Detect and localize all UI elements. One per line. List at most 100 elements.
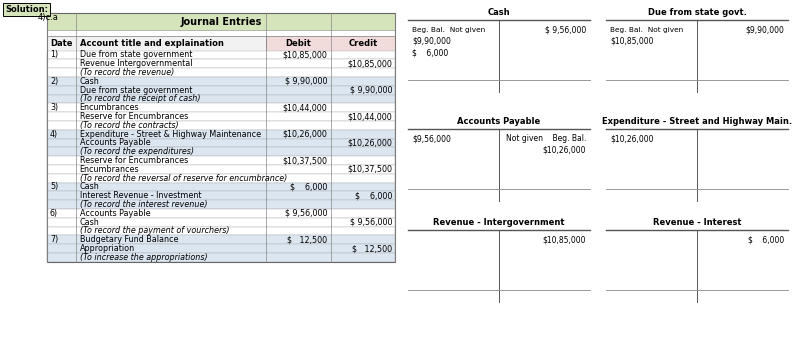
Bar xyxy=(47,253,395,262)
Bar xyxy=(47,13,395,262)
Text: 2): 2) xyxy=(50,77,58,86)
Text: Debit: Debit xyxy=(286,39,311,48)
Text: 7): 7) xyxy=(50,235,58,244)
Text: Credit: Credit xyxy=(348,39,378,48)
Text: (To record the payment of vourchers): (To record the payment of vourchers) xyxy=(79,226,229,235)
Text: $ 9,56,000: $ 9,56,000 xyxy=(350,218,392,227)
Text: $10,44,000: $10,44,000 xyxy=(283,103,328,112)
Text: $10,26,000: $10,26,000 xyxy=(347,138,392,147)
Text: Cash: Cash xyxy=(79,77,99,86)
Text: $ 9,56,000: $ 9,56,000 xyxy=(285,209,328,218)
Text: 4): 4) xyxy=(50,130,58,138)
Bar xyxy=(47,191,395,200)
Text: 1): 1) xyxy=(50,50,58,59)
Text: Cash: Cash xyxy=(79,182,99,191)
Text: Reserve for Encumbrances: Reserve for Encumbrances xyxy=(79,112,188,121)
Text: (To record the expenditures): (To record the expenditures) xyxy=(79,147,194,156)
Text: Beg. Bal.  Not given: Beg. Bal. Not given xyxy=(610,27,683,32)
Text: Date: Date xyxy=(50,39,73,48)
Text: Accounts Payable: Accounts Payable xyxy=(79,138,150,147)
Text: Due from state government: Due from state government xyxy=(79,86,192,94)
Bar xyxy=(47,182,395,191)
Bar xyxy=(47,86,395,94)
Text: $9,56,000: $9,56,000 xyxy=(412,134,451,143)
Text: 4)c.a: 4)c.a xyxy=(38,13,59,22)
Bar xyxy=(47,130,395,138)
Bar xyxy=(47,209,395,218)
Text: $   12,500: $ 12,500 xyxy=(287,235,328,244)
Text: $ 9,90,000: $ 9,90,000 xyxy=(285,77,328,86)
Text: 3): 3) xyxy=(50,103,58,112)
Text: $10,26,000: $10,26,000 xyxy=(610,134,654,143)
Text: $10,26,000: $10,26,000 xyxy=(542,146,586,154)
Bar xyxy=(47,77,395,86)
Text: $    6,000: $ 6,000 xyxy=(748,235,784,244)
Text: Solution:: Solution: xyxy=(5,5,48,14)
Text: Cash: Cash xyxy=(79,218,99,227)
Text: (To record the contracts): (To record the contracts) xyxy=(79,121,178,130)
Bar xyxy=(47,68,395,77)
Text: Expenditure - Street and Highway Main.: Expenditure - Street and Highway Main. xyxy=(602,117,792,126)
Bar xyxy=(47,50,395,59)
Bar xyxy=(47,13,395,30)
Text: (To record the reversal of reserve for encumbrance): (To record the reversal of reserve for e… xyxy=(79,174,286,182)
Text: $10,26,000: $10,26,000 xyxy=(282,130,328,138)
Text: (To record the interest revenue): (To record the interest revenue) xyxy=(79,200,207,209)
Bar xyxy=(266,36,395,50)
Text: Reserve for Encumbrances: Reserve for Encumbrances xyxy=(79,156,188,165)
Bar xyxy=(47,121,395,130)
Bar xyxy=(47,226,395,235)
Text: $   12,500: $ 12,500 xyxy=(352,244,392,253)
Text: $10,85,000: $10,85,000 xyxy=(347,59,392,68)
Text: $10,44,000: $10,44,000 xyxy=(347,112,392,121)
Text: Due from state govt.: Due from state govt. xyxy=(647,8,746,17)
Text: 5): 5) xyxy=(50,182,58,191)
Text: (To increase the appropriations): (To increase the appropriations) xyxy=(79,253,207,262)
Bar xyxy=(47,244,395,253)
Bar xyxy=(47,235,395,244)
Bar xyxy=(47,200,395,209)
Bar xyxy=(47,36,266,50)
Bar xyxy=(47,156,395,165)
Text: Cash: Cash xyxy=(488,8,510,17)
Bar xyxy=(47,165,395,174)
Bar xyxy=(47,30,395,36)
Text: 6): 6) xyxy=(50,209,58,218)
Text: $10,85,000: $10,85,000 xyxy=(542,235,586,244)
Text: $10,37,500: $10,37,500 xyxy=(347,165,392,174)
Text: $9,90,000: $9,90,000 xyxy=(745,25,784,34)
Text: Encumbrances: Encumbrances xyxy=(79,165,139,174)
Text: Due from state government: Due from state government xyxy=(79,50,192,59)
Text: Account title and explaination: Account title and explaination xyxy=(79,39,223,48)
Text: $9,90,000: $9,90,000 xyxy=(412,36,451,45)
Text: Accounts Payable: Accounts Payable xyxy=(458,117,541,126)
Text: Beg. Bal.  Not given: Beg. Bal. Not given xyxy=(412,27,486,32)
Text: Appropriation: Appropriation xyxy=(79,244,134,253)
Text: $    6,000: $ 6,000 xyxy=(290,182,328,191)
Text: Not given    Beg. Bal.: Not given Beg. Bal. xyxy=(506,134,586,143)
Bar xyxy=(47,218,395,226)
Text: Interest Revenue - Investment: Interest Revenue - Investment xyxy=(79,191,201,200)
Bar xyxy=(47,59,395,68)
Bar xyxy=(47,112,395,121)
Text: Budgetary Fund Balance: Budgetary Fund Balance xyxy=(79,235,178,244)
Bar xyxy=(47,174,395,182)
Text: $10,85,000: $10,85,000 xyxy=(610,36,654,45)
Text: (To record the revenue): (To record the revenue) xyxy=(79,68,174,77)
Text: $ 9,56,000: $ 9,56,000 xyxy=(545,25,586,34)
Bar xyxy=(47,138,395,147)
Text: $ 9,90,000: $ 9,90,000 xyxy=(350,86,392,94)
Bar xyxy=(47,103,395,112)
Text: Expenditure - Street & Highway Maintenance: Expenditure - Street & Highway Maintenan… xyxy=(79,130,261,138)
Text: (To record the receipt of cash): (To record the receipt of cash) xyxy=(79,94,200,103)
Text: $    6,000: $ 6,000 xyxy=(354,191,392,200)
Text: Revenue - Intergovernment: Revenue - Intergovernment xyxy=(434,218,565,227)
Text: $10,85,000: $10,85,000 xyxy=(282,50,328,59)
Text: Journal Entries: Journal Entries xyxy=(180,17,262,27)
Text: $10,37,500: $10,37,500 xyxy=(282,156,328,165)
Text: Revenue - Interest: Revenue - Interest xyxy=(653,218,742,227)
Text: Encumbrances: Encumbrances xyxy=(79,103,139,112)
Text: Revenue Intergovernmental: Revenue Intergovernmental xyxy=(79,59,192,68)
Text: $    6,000: $ 6,000 xyxy=(412,48,448,57)
Bar xyxy=(47,94,395,103)
